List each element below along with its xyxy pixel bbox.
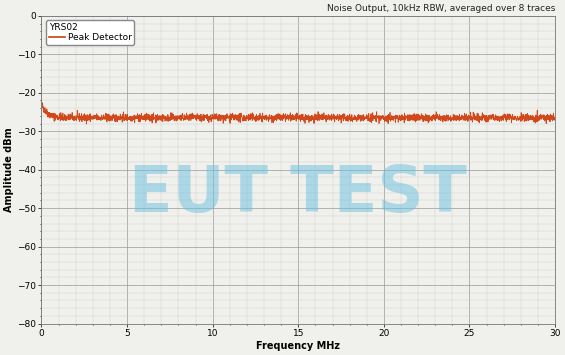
Legend: Peak Detector: Peak Detector <box>46 21 134 45</box>
Y-axis label: Amplitude dBm: Amplitude dBm <box>4 127 14 212</box>
Text: EUT TEST: EUT TEST <box>129 163 467 225</box>
X-axis label: Frequency MHz: Frequency MHz <box>257 341 340 351</box>
Text: Noise Output, 10kHz RBW, averaged over 8 traces: Noise Output, 10kHz RBW, averaged over 8… <box>327 4 555 13</box>
